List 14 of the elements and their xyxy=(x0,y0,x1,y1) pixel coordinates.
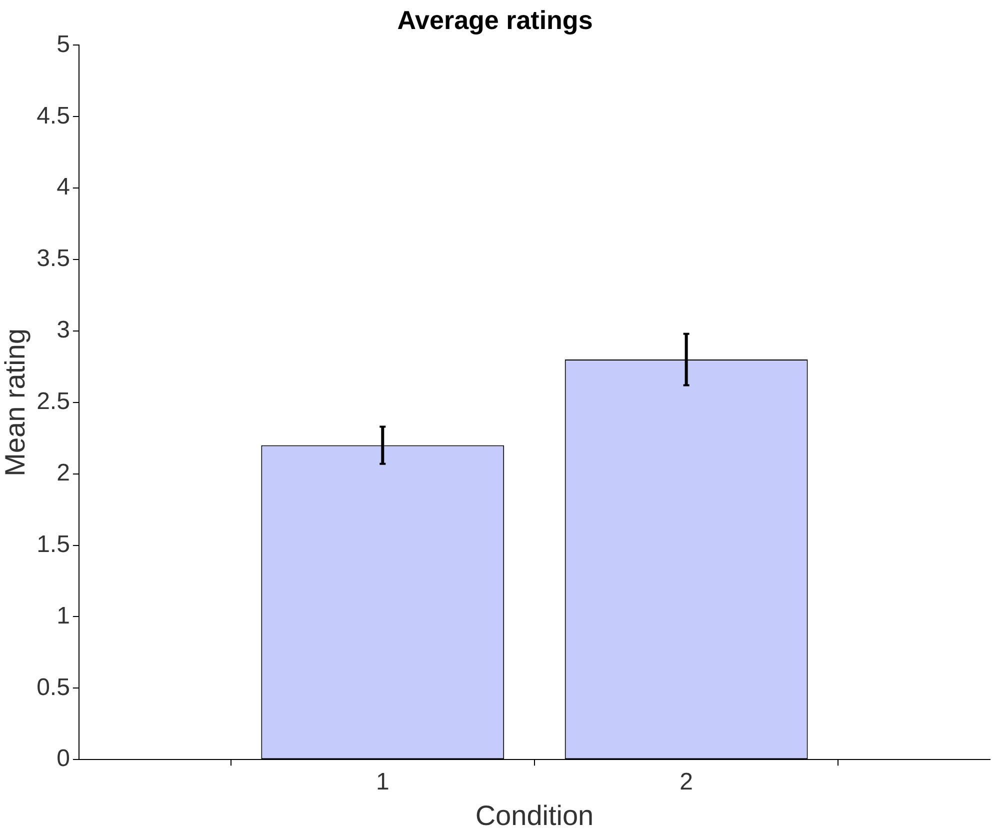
y-tick-label: 1 xyxy=(56,602,70,630)
y-tick-label: 2.5 xyxy=(36,388,70,416)
y-tick-label: 4 xyxy=(56,174,70,201)
y-axis-title: Mean rating xyxy=(0,328,31,476)
x-axis-title: Condition xyxy=(475,800,594,831)
y-tick-label: 2 xyxy=(56,459,70,486)
y-tick-label: 5 xyxy=(56,30,70,58)
y-tick-label: 1.5 xyxy=(36,530,70,558)
chart-title: Average ratings xyxy=(397,4,593,35)
y-tick-label: 3 xyxy=(56,316,70,344)
y-tick-label: 3.5 xyxy=(36,245,70,272)
y-tick-label: 0.5 xyxy=(36,674,70,701)
y-tick-label: 4.5 xyxy=(36,102,70,130)
y-tick-label: 0 xyxy=(56,745,70,772)
